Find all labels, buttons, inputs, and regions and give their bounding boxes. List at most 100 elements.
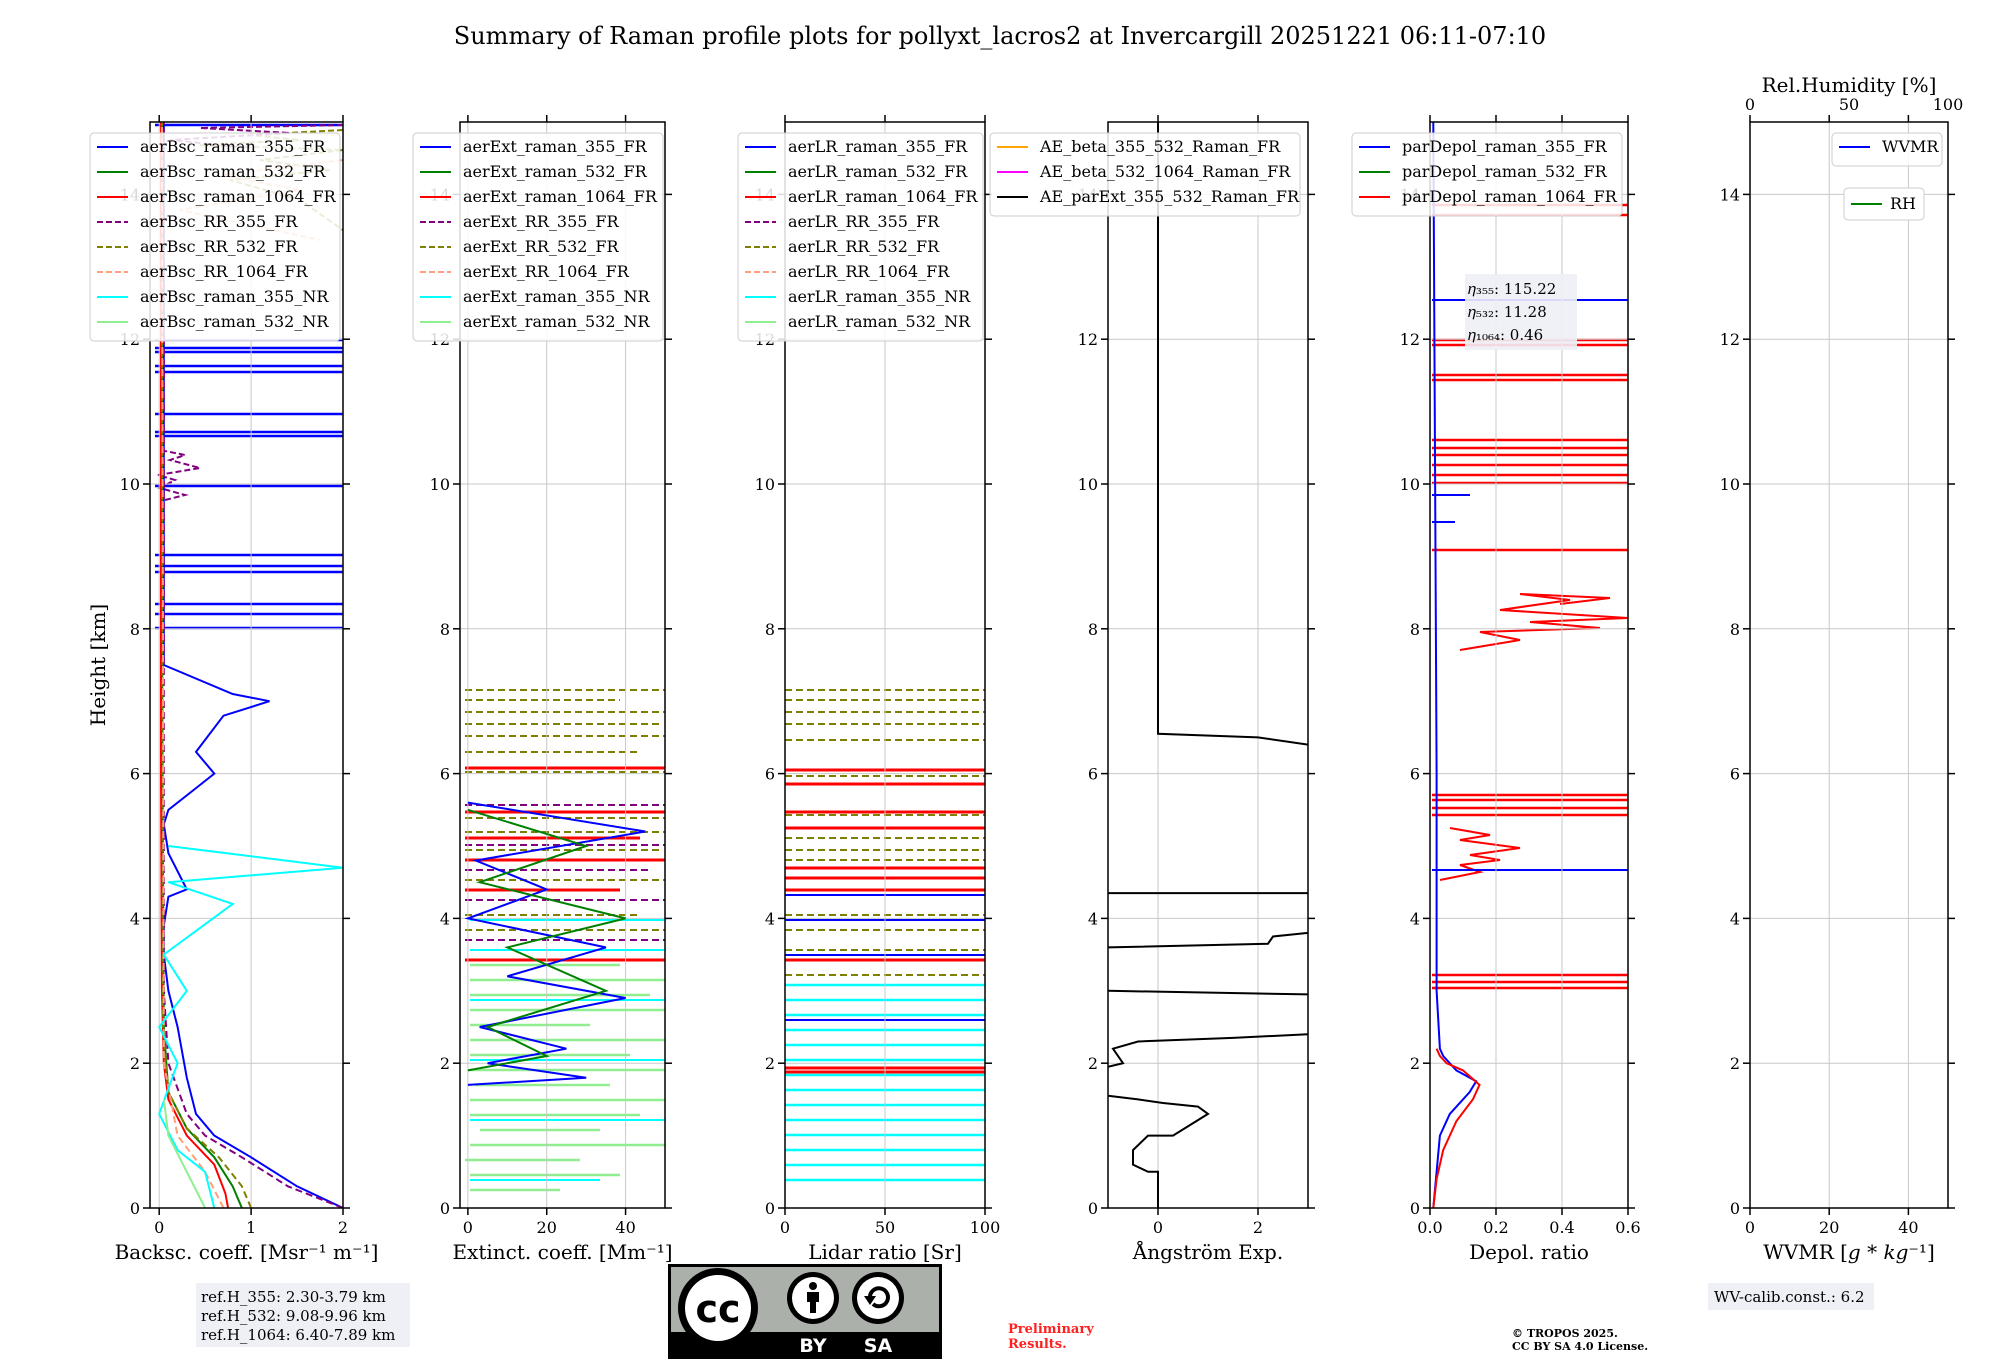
- lr-ytick-label: 10: [755, 475, 775, 494]
- ext-legend-label: aerExt_raman_532_FR: [463, 162, 648, 181]
- bsc-legend: aerBsc_raman_355_FR aerBsc_raman_532_FRae…: [89, 132, 341, 342]
- wv-ytick-label: 4: [1730, 909, 1740, 928]
- wv-top-xlabel: Rel.Humidity [%]: [1762, 73, 1937, 97]
- bsc-xtick-label: 0: [154, 1218, 164, 1237]
- bsc-legend-label: aerBsc_raman_355_NR: [140, 287, 329, 306]
- lr-legend-label: aerLR_RR_1064_FR: [788, 262, 950, 281]
- wv-ytick-label: 14: [1720, 185, 1740, 204]
- depol-ytick-label: 2: [1410, 1054, 1420, 1073]
- depol-eta-line: 𝜂₁₀₆₄: 0.46: [1468, 326, 1543, 344]
- by-person-head-icon: [809, 1282, 817, 1290]
- by-person-legs-icon: [810, 1301, 816, 1313]
- lr-xlabel: Lidar ratio [Sr]: [808, 1240, 962, 1264]
- ext-series-group: [464, 801, 646, 1086]
- wv-ytick-label: 12: [1720, 330, 1740, 349]
- wv-calib-background: [1708, 1283, 1874, 1310]
- depol-xtick-label: 0.4: [1549, 1218, 1574, 1237]
- ref-line-1064: ref.H_1064: 6.40-7.89 km: [201, 1326, 395, 1344]
- depol-ytick-label: 10: [1400, 475, 1420, 494]
- lr-xtick-label: 0: [780, 1218, 790, 1237]
- depol-series-group: [1432, 122, 1481, 1208]
- ext-legend-label: aerExt_raman_1064_FR: [463, 187, 658, 206]
- bsc-legend-label: aerBsc_raman_532_FR: [140, 162, 326, 181]
- ae-panel: 0202468101214Ångström Exp.AE_beta_355_53…: [989, 115, 1315, 1264]
- ext-xtick-label: 0: [463, 1218, 473, 1237]
- lr-legend-box: [737, 132, 984, 342]
- bsc-ylabel: Height [km]: [86, 604, 110, 726]
- series-aerBsc_RR_532_FR: [160, 122, 253, 1208]
- lr-legend-label: aerLR_raman_355_NR: [788, 287, 971, 306]
- series-AE_parExt_355_532_Raman_FR: [1108, 989, 1308, 996]
- depol-annotation-box: [1465, 274, 1577, 350]
- lr-panel: 05010002468101214Lidar ratio [Sr]aerLR_r…: [737, 115, 1000, 1264]
- series-aerBsc_raman_1064_FR: [160, 122, 230, 1208]
- bsc-ytick-label: 0: [130, 1199, 140, 1218]
- series-aerBsc_raman_355_NR: [158, 845, 343, 1208]
- sa-arrow-icon: [867, 1286, 890, 1309]
- ext-legend: aerExt_raman_355_FR aerExt_raman_532_FRae…: [412, 132, 664, 342]
- depol-panel: 0.00.20.40.602468101214Depol. ratioparDe…: [1351, 115, 1641, 1264]
- series-aerExt_raman_355_FR: [464, 801, 646, 1086]
- depol-eta-line: 𝜂₅₃₂: 11.28: [1468, 303, 1547, 321]
- lr-legend-label: aerLR_raman_1064_FR: [788, 187, 978, 206]
- wv-top-xtick-label: 0: [1745, 95, 1755, 114]
- wv-ytick-label: 6: [1730, 765, 1740, 784]
- ext-legend-label: aerExt_RR_1064_FR: [463, 262, 630, 281]
- cc-by-label: BY: [799, 1335, 826, 1357]
- series-AE_parExt_355_532_Raman_FR: [1108, 1094, 1210, 1208]
- bsc-xtick-label: 1: [246, 1218, 256, 1237]
- ae-legend-label: AE_parExt_355_532_Raman_FR: [1039, 187, 1300, 206]
- bsc-series-group: [158, 122, 343, 1208]
- ext-dense-texture: [465, 689, 665, 1192]
- wv-ytick-label: 2: [1730, 1054, 1740, 1073]
- lr-legend-label: aerLR_raman_532_NR: [788, 312, 971, 331]
- wv-ytick-label: 0: [1730, 1199, 1740, 1218]
- ae-ytick-label: 6: [1088, 765, 1098, 784]
- bsc-ytick-label: 6: [130, 765, 140, 784]
- depol-ytick-label: 12: [1400, 330, 1420, 349]
- depol-ytick-label: 6: [1410, 765, 1420, 784]
- wv-legend2-label: RH: [1890, 194, 1916, 213]
- depol-legend: parDepol_raman_355_FR parDepol_raman_532_…: [1351, 132, 1623, 217]
- ext-ytick-label: 4: [440, 909, 450, 928]
- depol-xtick-label: 0.2: [1483, 1218, 1508, 1237]
- ae-xtick-label: 0: [1153, 1218, 1163, 1237]
- wv-calib-box: WV-calib.const.: 6.2: [1708, 1283, 1874, 1310]
- series-parDepol_raman_1064_FR: [1432, 1048, 1481, 1208]
- lr-legend: aerLR_raman_355_FR aerLR_raman_532_FR aerL…: [737, 132, 984, 342]
- cc-license-badge: cc BY SA: [668, 1264, 942, 1359]
- ext-ytick-label: 6: [440, 765, 450, 784]
- bsc-legend-label: aerBsc_RR_355_FR: [140, 212, 298, 231]
- ext-ytick-label: 10: [430, 475, 450, 494]
- ae-legend-label: AE_beta_355_532_Raman_FR: [1039, 137, 1281, 156]
- ext-legend-box: [412, 132, 664, 342]
- ref-height-box: ref.H_355: 2.30-3.79 km ref.H_532: 9.08-…: [196, 1283, 410, 1347]
- ae-ytick-label: 10: [1078, 475, 1098, 494]
- bsc-ytick-label: 10: [120, 475, 140, 494]
- bsc-legend-box: [89, 132, 341, 342]
- ext-ytick-label: 2: [440, 1054, 450, 1073]
- preliminary-line-2: Results.: [1008, 1337, 1067, 1352]
- cc-sa-label: SA: [864, 1335, 893, 1357]
- wv-xtick-label: 20: [1819, 1218, 1839, 1237]
- depol-xtick-label: 0.6: [1615, 1218, 1640, 1237]
- ref-line-355: ref.H_355: 2.30-3.79 km: [201, 1288, 386, 1306]
- ext-xtick-label: 20: [537, 1218, 557, 1237]
- ae-ytick-label: 12: [1078, 330, 1098, 349]
- depol-ytick-label: 8: [1410, 620, 1420, 639]
- chart-panels: 01202468101214Backsc. coeff. [Msr⁻¹ m⁻¹]…: [86, 73, 1963, 1264]
- series-AE_parExt_355_532_Raman_FR: [1108, 931, 1308, 949]
- series-AE_parExt_355_532_Raman_FR: [1157, 122, 1308, 746]
- bsc-panel: 01202468101214Backsc. coeff. [Msr⁻¹ m⁻¹]…: [86, 115, 378, 1264]
- ext-legend-label: aerExt_raman_355_NR: [463, 287, 651, 306]
- ae-legend-label: AE_beta_532_1064_Raman_FR: [1039, 162, 1291, 181]
- depol-legend-label: parDepol_raman_532_FR: [1402, 162, 1608, 181]
- wv-xlabel: WVMR [𝑔 * 𝑘𝑔⁻¹]: [1763, 1240, 1935, 1264]
- wv-legend2-box: [1843, 187, 1925, 221]
- ae-xtick-label: 2: [1253, 1218, 1263, 1237]
- wv-panel: 0 20 40 0 2 4 6 8 10 12 14 WVMR [𝑔 * 𝑘𝑔⁻¹] 0 50 100Rel…: [1720, 73, 1964, 1264]
- ext-legend-label: aerExt_RR_355_FR: [463, 212, 620, 231]
- series-aerBsc_RR_1064_FR: [160, 122, 225, 1208]
- wv-legend: WVMR RH: [1831, 132, 1943, 221]
